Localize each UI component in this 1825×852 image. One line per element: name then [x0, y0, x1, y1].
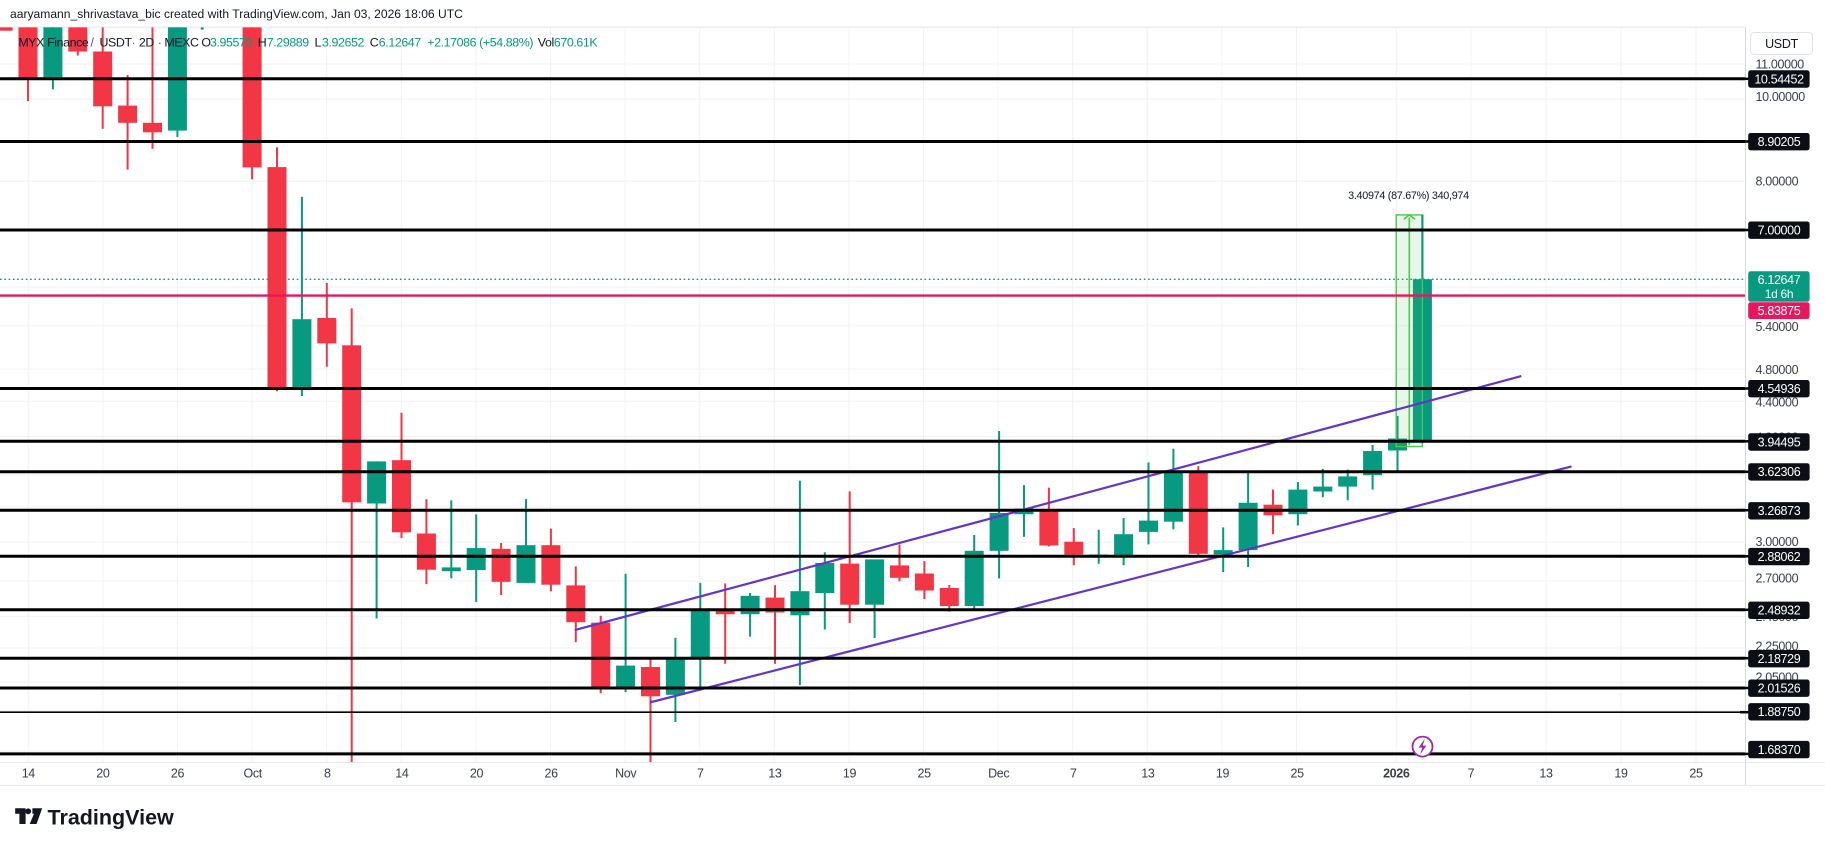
svg-text:3.92652: 3.92652 — [322, 36, 364, 50]
svg-text:aaryamann_shrivastava_bic crea: aaryamann_shrivastava_bic created with T… — [10, 7, 463, 21]
svg-text:7: 7 — [1070, 767, 1077, 781]
svg-text:MYX Finance: MYX Finance — [18, 36, 88, 50]
svg-text:2.70000: 2.70000 — [1756, 572, 1799, 586]
svg-text:25: 25 — [917, 767, 931, 781]
svg-text:USDT: USDT — [100, 36, 133, 50]
svg-text:4.54936: 4.54936 — [1758, 382, 1801, 396]
svg-text:19: 19 — [1216, 767, 1230, 781]
svg-text:26: 26 — [171, 767, 185, 781]
svg-text:3.95570: 3.95570 — [210, 36, 252, 50]
svg-text:4.80000: 4.80000 — [1756, 363, 1799, 377]
svg-text:10.00000: 10.00000 — [1756, 90, 1806, 104]
svg-text:1.88750: 1.88750 — [1758, 705, 1801, 719]
svg-text:3.94495: 3.94495 — [1758, 435, 1801, 449]
svg-text:O: O — [201, 36, 211, 50]
svg-text:10.54452: 10.54452 — [1754, 72, 1804, 86]
svg-text:11.00000: 11.00000 — [1756, 57, 1805, 71]
svg-text:26: 26 — [544, 767, 558, 781]
svg-text:19: 19 — [843, 767, 857, 781]
svg-text:7: 7 — [697, 767, 704, 781]
svg-text:Dec: Dec — [988, 767, 1009, 781]
svg-text:5.83875: 5.83875 — [1758, 304, 1801, 318]
svg-text:3.40974 (87.67%) 340,974: 3.40974 (87.67%) 340,974 — [1348, 190, 1469, 202]
svg-text:C: C — [370, 36, 379, 50]
svg-text:5.40000: 5.40000 — [1756, 320, 1799, 334]
svg-text:·: · — [132, 36, 136, 50]
svg-text:Oct: Oct — [243, 767, 262, 781]
svg-text:H: H — [258, 36, 267, 50]
svg-text:13: 13 — [1141, 767, 1155, 781]
svg-text:14: 14 — [395, 767, 409, 781]
svg-text:8.90205: 8.90205 — [1758, 135, 1801, 149]
svg-text:2026: 2026 — [1383, 767, 1410, 781]
svg-text:Nov: Nov — [615, 767, 637, 781]
svg-text:6.12647: 6.12647 — [1758, 273, 1801, 287]
svg-text:3.26873: 3.26873 — [1758, 504, 1801, 518]
svg-text:3.62306: 3.62306 — [1758, 465, 1801, 479]
svg-text:+2.17086 (+54.88%): +2.17086 (+54.88%) — [427, 36, 533, 50]
svg-text:670.61K: 670.61K — [554, 36, 598, 50]
svg-text:·: · — [158, 36, 162, 50]
svg-text:8: 8 — [324, 767, 331, 781]
svg-text:2.01526: 2.01526 — [1758, 682, 1801, 696]
svg-text:1d 6h: 1d 6h — [1765, 287, 1794, 301]
svg-text:20: 20 — [470, 767, 484, 781]
svg-text:19: 19 — [1614, 767, 1628, 781]
svg-text:7: 7 — [1468, 767, 1475, 781]
svg-text:3.00000: 3.00000 — [1756, 535, 1799, 549]
svg-text:2.88062: 2.88062 — [1758, 550, 1801, 564]
svg-text:2D: 2D — [139, 36, 154, 50]
svg-text:TradingView: TradingView — [48, 806, 175, 830]
svg-text:13: 13 — [1539, 767, 1553, 781]
svg-text:1.68370: 1.68370 — [1758, 743, 1801, 757]
svg-text:25: 25 — [1290, 767, 1304, 781]
svg-text:20: 20 — [96, 767, 110, 781]
svg-text:USDT: USDT — [1765, 37, 1798, 51]
svg-text:2.48932: 2.48932 — [1758, 604, 1801, 618]
svg-text:7.29889: 7.29889 — [267, 36, 309, 50]
svg-text:8.00000: 8.00000 — [1756, 175, 1799, 189]
svg-text:2.25000: 2.25000 — [1756, 639, 1799, 653]
svg-text:25: 25 — [1689, 767, 1703, 781]
svg-text:2.18729: 2.18729 — [1758, 652, 1801, 666]
svg-text:4.40000: 4.40000 — [1756, 395, 1799, 409]
svg-text:13: 13 — [768, 767, 782, 781]
svg-text:7.00000: 7.00000 — [1758, 224, 1801, 238]
svg-text:6.12647: 6.12647 — [379, 36, 421, 50]
svg-text:Vol: Vol — [538, 36, 554, 50]
svg-text:14: 14 — [22, 767, 36, 781]
svg-text:L: L — [315, 36, 322, 50]
svg-text:/: / — [91, 36, 95, 50]
svg-text:MEXC: MEXC — [164, 36, 199, 50]
